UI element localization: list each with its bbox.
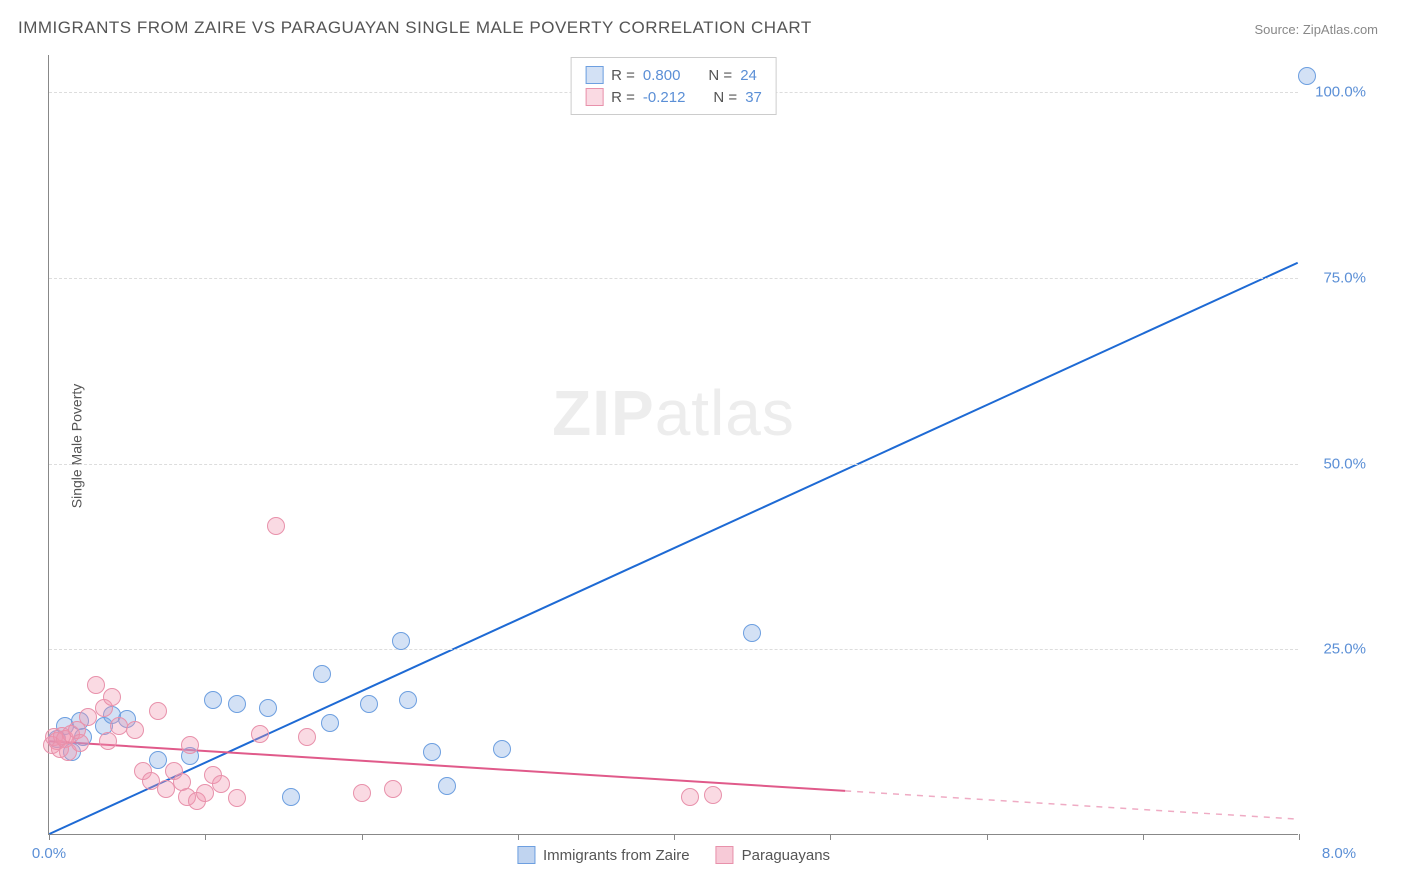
x-tick [362, 834, 363, 840]
data-point [298, 728, 316, 746]
data-point [493, 740, 511, 758]
x-tick-label: 0.0% [32, 845, 66, 862]
data-point [704, 786, 722, 804]
source-attribution: Source: ZipAtlas.com [1254, 22, 1378, 37]
series-legend: Immigrants from Zaire Paraguayans [517, 846, 830, 864]
legend-r-label: R = [611, 67, 635, 84]
legend-r-label: R = [611, 89, 635, 106]
data-point [423, 743, 441, 761]
legend-item: Immigrants from Zaire [517, 846, 690, 864]
data-point [87, 676, 105, 694]
correlation-legend: R = 0.800 N = 24 R = -0.212 N = 37 [570, 57, 777, 115]
data-point [251, 725, 269, 743]
legend-swatch-icon [716, 846, 734, 864]
legend-label: Paraguayans [742, 847, 830, 864]
data-point [228, 789, 246, 807]
data-point [103, 688, 121, 706]
legend-label: Immigrants from Zaire [543, 847, 690, 864]
data-point [282, 788, 300, 806]
legend-r-value: -0.212 [643, 89, 686, 106]
y-tick-label: 50.0% [1323, 455, 1366, 472]
data-point [681, 788, 699, 806]
legend-item: Paraguayans [716, 846, 830, 864]
x-tick [674, 834, 675, 840]
data-point [204, 691, 222, 709]
x-tick [830, 834, 831, 840]
data-point [743, 624, 761, 642]
data-point [360, 695, 378, 713]
legend-stat-row: R = 0.800 N = 24 [585, 64, 762, 86]
data-point [438, 777, 456, 795]
x-tick [1299, 834, 1300, 840]
data-point [399, 691, 417, 709]
chart-title: IMMIGRANTS FROM ZAIRE VS PARAGUAYAN SING… [18, 18, 812, 38]
legend-swatch-icon [585, 66, 603, 84]
data-point [321, 714, 339, 732]
plot-area: ZIPatlas R = 0.800 N = 24 R = -0.212 N = 37… [48, 55, 1298, 835]
gridline [49, 649, 1298, 650]
y-tick-label: 100.0% [1315, 84, 1366, 101]
data-point [313, 665, 331, 683]
x-tick-label: 8.0% [1322, 845, 1356, 862]
trend-lines [49, 55, 1298, 834]
watermark-rest: atlas [655, 377, 795, 449]
data-point [149, 751, 167, 769]
data-point [259, 699, 277, 717]
trend-line-dashed [845, 791, 1298, 819]
data-point [392, 632, 410, 650]
legend-stat-row: R = -0.212 N = 37 [585, 86, 762, 108]
legend-n-value: 37 [745, 89, 762, 106]
data-point [1298, 67, 1316, 85]
gridline [49, 464, 1298, 465]
data-point [353, 784, 371, 802]
data-point [267, 517, 285, 535]
correlation-chart: IMMIGRANTS FROM ZAIRE VS PARAGUAYAN SING… [0, 0, 1406, 892]
data-point [181, 736, 199, 754]
legend-swatch-icon [517, 846, 535, 864]
legend-n-value: 24 [740, 67, 757, 84]
legend-r-value: 0.800 [643, 67, 681, 84]
data-point [149, 702, 167, 720]
data-point [212, 775, 230, 793]
data-point [384, 780, 402, 798]
trend-line-solid [49, 263, 1297, 834]
watermark-bold: ZIP [552, 377, 655, 449]
x-tick [1143, 834, 1144, 840]
data-point [228, 695, 246, 713]
x-tick [518, 834, 519, 840]
data-point [71, 734, 89, 752]
gridline [49, 278, 1298, 279]
x-tick [49, 834, 50, 840]
watermark: ZIPatlas [552, 376, 795, 450]
legend-n-label: N = [708, 67, 732, 84]
x-tick [205, 834, 206, 840]
y-tick-label: 25.0% [1323, 641, 1366, 658]
data-point [99, 732, 117, 750]
y-tick-label: 75.0% [1323, 269, 1366, 286]
legend-n-label: N = [713, 89, 737, 106]
data-point [126, 721, 144, 739]
x-tick [987, 834, 988, 840]
legend-swatch-icon [585, 88, 603, 106]
